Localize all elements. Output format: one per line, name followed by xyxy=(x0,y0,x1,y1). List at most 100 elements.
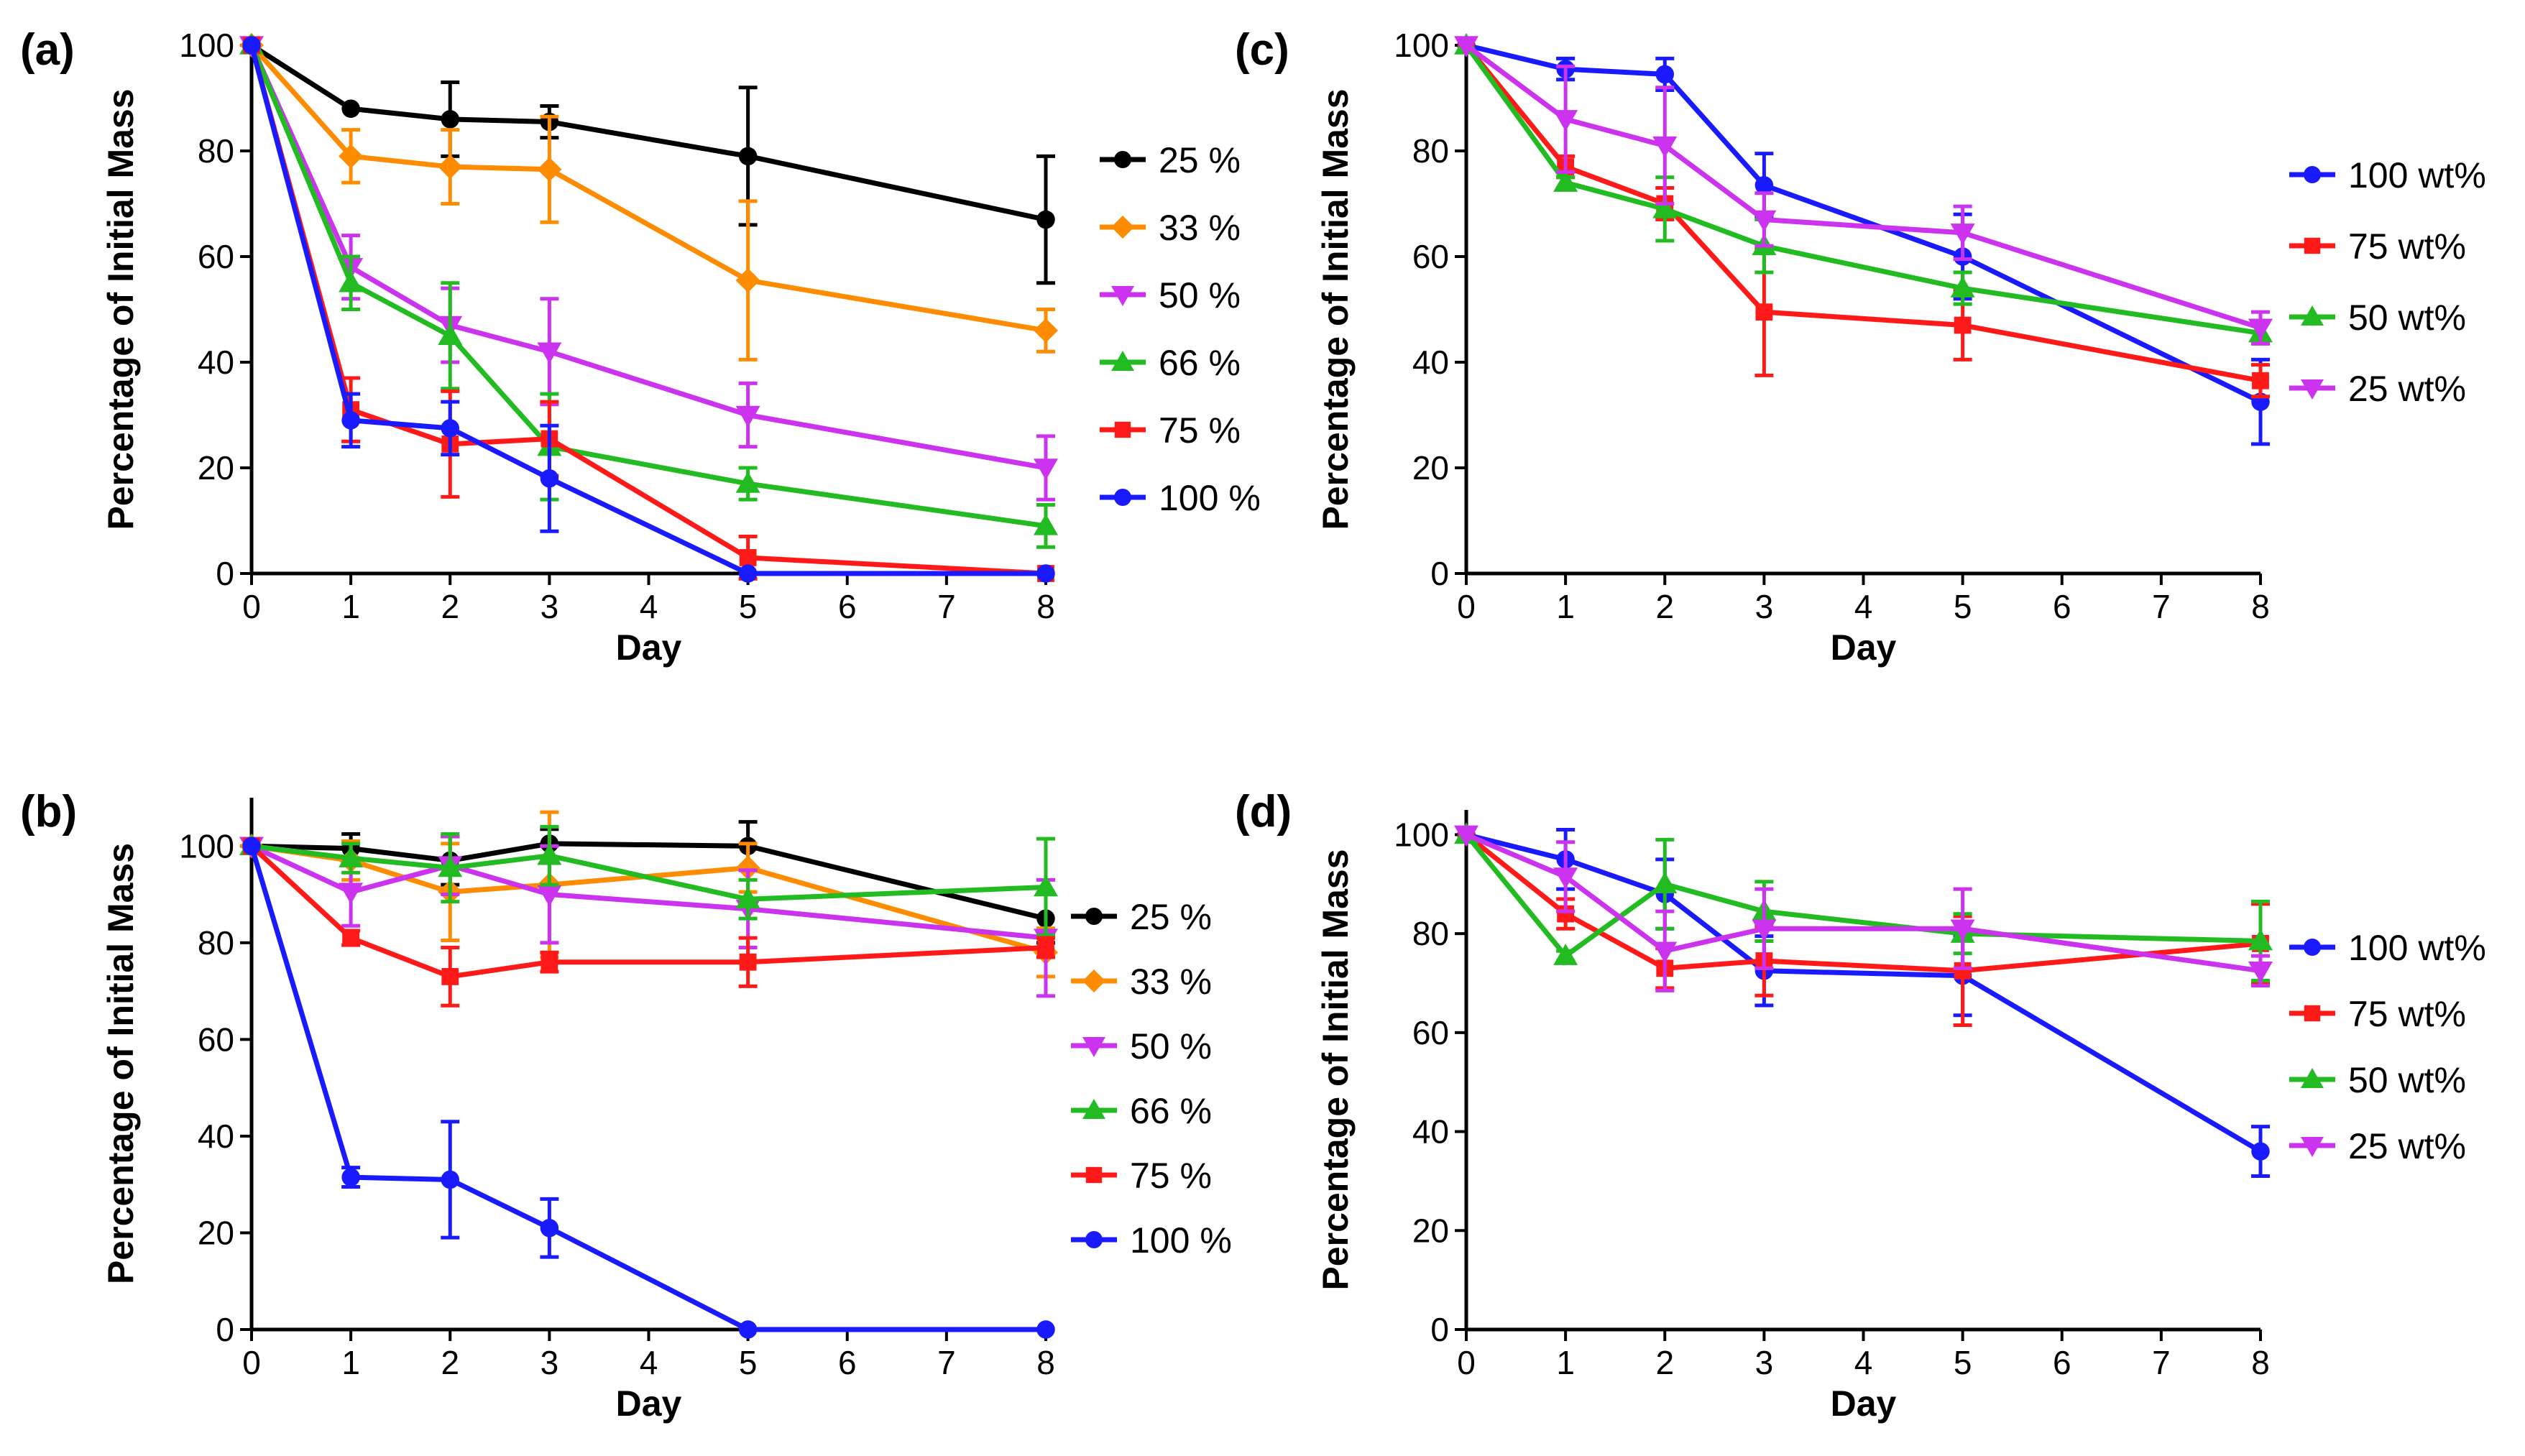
data-point xyxy=(541,953,558,971)
data-point xyxy=(1652,872,1678,894)
legend-label: 33 % xyxy=(1159,208,1241,248)
x-tick-label: 7 xyxy=(2152,1344,2171,1381)
data-point xyxy=(441,419,459,438)
legend-label: 75 % xyxy=(1130,1156,1212,1196)
x-tick-label: 1 xyxy=(1556,1344,1575,1381)
data-point xyxy=(242,837,261,856)
data-point xyxy=(735,471,760,493)
data-point xyxy=(537,157,562,182)
x-axis-title: Day xyxy=(616,1383,682,1424)
data-point xyxy=(441,110,459,129)
data-point xyxy=(1036,210,1055,229)
data-point xyxy=(1034,875,1058,897)
x-tick-label: 0 xyxy=(1457,1344,1476,1381)
legend-marker xyxy=(2301,1068,2324,1088)
y-tick-label: 80 xyxy=(198,924,234,962)
x-tick-label: 2 xyxy=(1655,588,1674,625)
x-tick-label: 8 xyxy=(1036,1344,1055,1381)
data-point xyxy=(735,887,760,909)
legend-marker xyxy=(1114,421,1131,438)
data-point xyxy=(339,846,364,867)
series-line xyxy=(1464,832,2261,974)
x-tick-label: 3 xyxy=(541,1344,559,1381)
legend-marker xyxy=(2304,939,2321,956)
data-point xyxy=(2248,318,2273,341)
y-tick-label: 60 xyxy=(198,1020,234,1058)
series-line xyxy=(1464,43,2261,384)
legend-label: 100 % xyxy=(1159,478,1261,518)
data-point xyxy=(1553,170,1578,192)
data-point xyxy=(537,342,562,364)
data-point xyxy=(2251,1142,2270,1161)
y-tick-label: 20 xyxy=(1412,1212,1449,1249)
x-tick-label: 8 xyxy=(2251,1344,2270,1381)
y-axis-title: Percentage of Initial Mass xyxy=(1315,88,1356,530)
data-point xyxy=(1034,513,1058,535)
x-tick-label: 7 xyxy=(2152,588,2171,625)
series-line xyxy=(249,43,1047,333)
panel-label: (b) xyxy=(20,787,77,837)
y-tick-label: 20 xyxy=(1412,449,1449,487)
x-tick-label: 0 xyxy=(242,1344,261,1381)
series-66 xyxy=(239,824,1058,938)
legend-marker xyxy=(2301,379,2324,400)
data-point xyxy=(341,1168,360,1187)
x-tick-label: 7 xyxy=(937,588,956,625)
x-tick-label: 4 xyxy=(1854,588,1873,625)
legend-label: 66 % xyxy=(1130,1091,1212,1131)
x-tick-label: 4 xyxy=(640,588,658,625)
x-tick-label: 4 xyxy=(1854,1344,1873,1381)
legend-marker xyxy=(2304,237,2321,254)
legend-marker xyxy=(2304,1005,2321,1022)
series-75-wt xyxy=(1458,37,2270,399)
legend-label: 33 % xyxy=(1130,962,1212,1002)
data-point xyxy=(738,564,758,583)
x-tick-label: 2 xyxy=(441,1344,459,1381)
data-point xyxy=(739,549,757,566)
x-tick-label: 2 xyxy=(441,588,459,625)
legend-label: 75 wt% xyxy=(2348,226,2466,267)
data-point xyxy=(1454,825,1478,847)
series-line xyxy=(1466,832,2262,1154)
legend-marker xyxy=(1082,969,1105,992)
x-tick-label: 3 xyxy=(1755,1344,1774,1381)
series-line xyxy=(249,844,1047,980)
series-line xyxy=(1465,832,2261,974)
legend-label: 25 wt% xyxy=(2348,1126,2466,1166)
data-point xyxy=(1553,867,1578,889)
y-tick-label: 60 xyxy=(198,238,234,275)
series-75-wt xyxy=(1458,826,2270,1028)
data-point xyxy=(339,270,364,292)
series-100 xyxy=(242,36,1055,583)
series-line xyxy=(249,45,1046,576)
y-axis-title: Percentage of Initial Mass xyxy=(101,88,141,530)
data-point xyxy=(2252,372,2269,390)
data-point xyxy=(2248,929,2273,951)
series-50-wt xyxy=(1454,33,2273,346)
y-tick-label: 20 xyxy=(198,1214,234,1251)
data-point xyxy=(1034,318,1058,343)
legend-marker xyxy=(1082,1037,1105,1057)
data-point xyxy=(1755,303,1773,321)
data-point xyxy=(735,405,760,428)
y-tick-label: 20 xyxy=(198,449,234,487)
x-tick-label: 5 xyxy=(1954,588,1972,625)
y-tick-label: 0 xyxy=(216,555,234,592)
series-line xyxy=(249,845,1046,1332)
x-tick-label: 5 xyxy=(739,588,758,625)
legend-marker xyxy=(1114,151,1131,168)
legend-marker xyxy=(1082,1099,1105,1119)
x-tick-label: 6 xyxy=(838,588,857,625)
x-tick-label: 1 xyxy=(1556,588,1575,625)
data-point xyxy=(1954,962,1972,980)
x-tick-label: 8 xyxy=(1036,588,1055,625)
data-point xyxy=(1752,210,1777,232)
legend-label: 100 wt% xyxy=(2348,155,2486,195)
legend: 100 wt% 75 wt% 50 wt% 25 wt% xyxy=(2289,928,2486,1166)
series-line xyxy=(250,43,1047,222)
x-tick-label: 6 xyxy=(2053,1344,2071,1381)
data-point xyxy=(1553,944,1578,965)
data-point xyxy=(342,929,360,946)
